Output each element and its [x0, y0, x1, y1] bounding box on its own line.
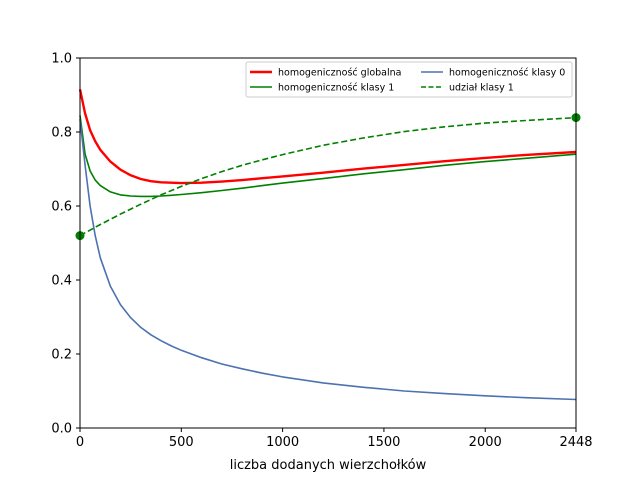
legend-label-homogenicznosc-klasy-0: homogeniczność klasy 0 — [449, 68, 565, 79]
legend-label-udzial-klasy-1: udział klasy 1 — [449, 83, 514, 94]
x-tick-label: 500 — [169, 435, 194, 450]
plot-frame — [79, 57, 577, 429]
y-tick-label: 0.4 — [51, 274, 72, 289]
y-ticks: 0.0 0.2 0.4 0.6 0.8 1.0 — [51, 52, 80, 437]
series-line-homogenicznosc-globalna — [78, 89, 577, 185]
series-line-homogenicznosc-klasy-1 — [79, 115, 577, 198]
y-tick-label: 0.0 — [51, 422, 72, 437]
x-tick-label: 2000 — [469, 435, 502, 450]
x-tick-label: 0 — [76, 435, 84, 450]
series-layer — [78, 89, 577, 401]
y-tick-label: 0.6 — [51, 200, 72, 215]
x-tick-label: 1000 — [266, 435, 299, 450]
series-line-udzial-klasy-1 — [79, 116, 577, 237]
x-axis-label: liczba dodanych wierzchołków — [230, 458, 427, 473]
plot-background — [80, 58, 576, 428]
legend-label-homogenicznosc-globalna: homogeniczność globalna — [278, 68, 402, 79]
series-line-homogenicznosc-klasy-0 — [79, 119, 577, 401]
x-tick-label: 1500 — [367, 435, 400, 450]
y-tick-label: 1.0 — [51, 52, 72, 67]
x-ticks: 0 500 1000 1500 2000 2448 — [76, 428, 593, 450]
legend: homogeniczność globalna homogeniczność kl… — [245, 61, 573, 98]
y-tick-label: 0.8 — [51, 126, 72, 141]
legend-label-homogenicznosc-klasy-1: homogeniczność klasy 1 — [278, 83, 394, 94]
x-tick-label: 2448 — [559, 435, 592, 450]
y-tick-label: 0.2 — [51, 348, 72, 363]
legend-box — [245, 61, 573, 98]
